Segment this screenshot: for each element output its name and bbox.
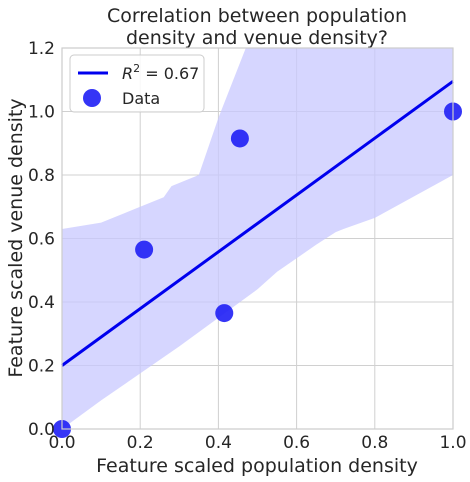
confidence-band	[62, 48, 453, 429]
y-tick-label-3: 0.6	[28, 230, 55, 250]
x-tick-label-4: 0.8	[361, 433, 388, 453]
x-tick-label-0: 0.0	[48, 433, 75, 453]
y-tick-label-1: 0.2	[28, 357, 55, 377]
y-tick-label-4: 0.8	[28, 166, 55, 186]
legend-r-value: = 0.67	[140, 64, 199, 83]
x-tick-label-3: 0.6	[283, 433, 310, 453]
legend-scatter-label: Data	[122, 89, 160, 108]
data-point-1	[135, 240, 154, 259]
y-tick-label-5: 1.0	[28, 103, 55, 123]
tick-labels: 0.0 0.2 0.4 0.6 0.8 1.0 0.0 0.2 0.4 0.6 0.8 1.0 1.2	[28, 39, 467, 453]
x-tick-label-1: 0.2	[127, 433, 154, 453]
legend: R2 = 0.67 Data	[69, 54, 205, 113]
legend-box	[69, 54, 205, 113]
x-tick-label-5: 1.0	[439, 433, 466, 453]
chart-title-line-2: density and venue density?	[126, 27, 388, 49]
regression-line	[61, 80, 454, 367]
data-point-3	[230, 129, 249, 148]
y-tick-label-6: 1.2	[28, 39, 55, 59]
regression-line-group	[61, 80, 454, 367]
x-tick-label-2: 0.4	[205, 433, 232, 453]
legend-scatter-swatch	[83, 89, 101, 107]
plot-frame	[61, 47, 454, 430]
y-axis-label: Feature scaled venue density	[5, 98, 27, 377]
legend-line-label: R2 = 0.67	[122, 62, 199, 83]
y-tick-label-0: 0.0	[28, 420, 55, 440]
x-axis-label: Feature scaled population density	[96, 455, 418, 477]
data-point-2	[215, 304, 234, 323]
chart-title-line-1: Correlation between population	[107, 5, 407, 27]
legend-r-symbol: R	[122, 64, 133, 83]
legend-r-superscript: 2	[133, 62, 140, 75]
confidence-band-area	[62, 48, 453, 429]
y-tick-label-2: 0.4	[28, 293, 55, 313]
chart-title: Correlation between population density a…	[107, 5, 407, 49]
